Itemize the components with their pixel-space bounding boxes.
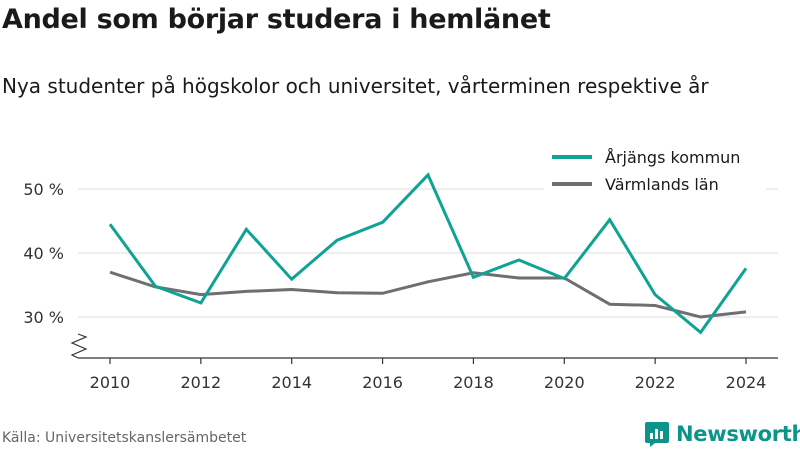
axis-break-icon (70, 333, 88, 359)
x-tick-label: 2020 (544, 373, 585, 392)
series-line-1 (108, 172, 748, 335)
y-axis-labels: 30 % 40 % 50 % (23, 180, 64, 327)
legend: Årjängs kommun Värmlands län (544, 140, 766, 200)
brand-name: Newsworthy (676, 422, 800, 446)
y-tick-label: 50 % (23, 180, 64, 199)
x-tick-label: 2022 (635, 373, 676, 392)
x-tick-label: 2014 (271, 373, 312, 392)
x-tick-label: 2010 (90, 373, 131, 392)
bar-chart-logo-icon (645, 422, 669, 447)
legend-label: Värmlands län (605, 175, 719, 194)
series-lines (108, 172, 748, 335)
chart-title: Andel som börjar studera i hemlänet (2, 4, 551, 35)
source-note: Källa: Universitetskanslersämbetet (2, 430, 247, 446)
y-tick-label: 30 % (23, 308, 64, 327)
chart-subtitle: Nya studenter på högskolor och universit… (2, 74, 709, 98)
brand-logo[interactable]: Newsworthy (644, 419, 800, 449)
legend-background (544, 140, 766, 200)
line-chart: 30 % 40 % 50 % 2010 2012 2014 2016 2018 2020 202… (23, 140, 778, 392)
x-tick-label: 2024 (726, 373, 767, 392)
x-tick-label: 2016 (362, 373, 403, 392)
series-line-2 (109, 270, 747, 319)
x-tick-label: 2018 (453, 373, 494, 392)
x-axis: 2010 2012 2014 2016 2018 2020 2022 2024 (70, 333, 778, 392)
x-tick-label: 2012 (180, 373, 221, 392)
legend-label: Årjängs kommun (605, 148, 740, 167)
y-tick-label: 40 % (23, 244, 64, 263)
